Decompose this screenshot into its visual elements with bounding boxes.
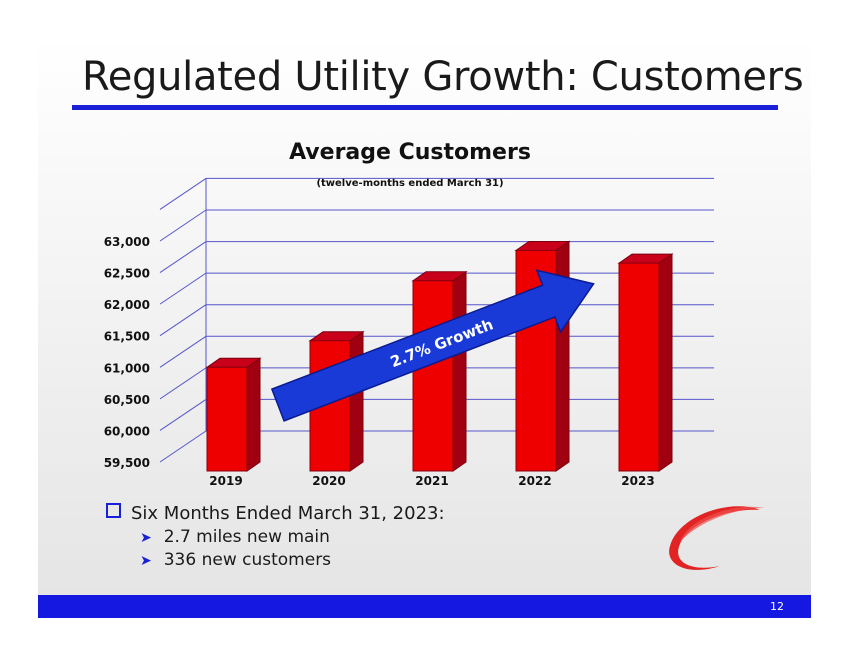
x-tick-label: 2022 [518,474,551,488]
bullet-item: ➤ 336 new customers [140,550,331,570]
bullet-item: ➤ 2.7 miles new main [140,527,330,547]
bullet-item-text: 336 new customers [163,550,332,570]
x-tick-label: 2023 [621,474,654,488]
bar-2019 [205,357,262,472]
y-tick-label: 61,500 [104,330,150,344]
gridline-side [159,335,207,368]
footer-bar [38,595,811,618]
bar-2023 [617,253,674,472]
chart-title: Average Customers [289,140,531,165]
gridline-side [159,304,207,337]
chart-subtitle: (twelve-months ended March 31) [316,178,504,189]
y-tick-label: 62,000 [104,298,150,312]
gridline-side [159,209,207,242]
slide-title: Regulated Utility Growth: Customers [82,54,804,100]
x-tick-label: 2021 [415,474,448,488]
page-number: 12 [770,600,784,613]
gridline-side [159,399,207,431]
y-tick-label: 60,000 [104,424,150,438]
title-underline [72,105,778,110]
gridline-side [159,241,207,273]
gridline-side [159,367,207,400]
x-tick-label: 2020 [312,474,345,488]
bullet-item-text: 2.7 miles new main [163,527,330,547]
gridline-side [159,272,207,305]
square-bullet-icon [106,503,121,518]
x-tick-label: 2019 [209,474,242,488]
y-tick-label: 62,500 [104,267,150,281]
bar-2022 [514,240,571,472]
company-logo-swoosh [669,506,764,570]
y-tick-label: 61,000 [104,361,150,375]
bar-2021 [411,270,468,472]
y-tick-label: 60,500 [104,393,150,407]
bullet-heading: Six Months Ended March 31, 2023: [106,503,445,524]
bullet-heading-text: Six Months Ended March 31, 2023: [131,503,445,524]
arrow-bullet-icon: ➤ [140,553,152,569]
arrow-bullet-icon: ➤ [140,530,152,546]
gridline-side [159,178,207,210]
y-tick-label: 63,000 [104,235,150,249]
y-tick-label: 59,500 [104,456,150,470]
gridline-side [159,430,207,463]
